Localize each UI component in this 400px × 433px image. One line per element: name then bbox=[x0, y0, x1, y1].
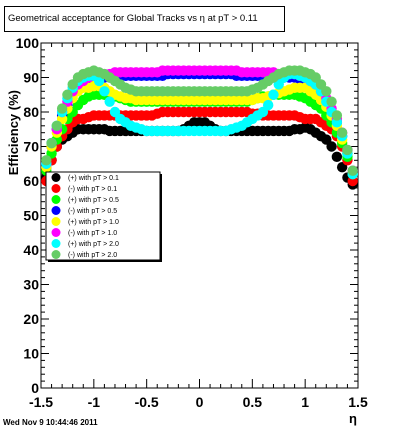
y-tick-label: 30 bbox=[23, 277, 39, 293]
data-point bbox=[46, 137, 57, 149]
x-tick-label: -1 bbox=[88, 394, 101, 410]
tick-labels: 0 10 20 30 40 50 60 70 80 90 100 -1.5 -1 -0.5 0 0.5 1 1.5 bbox=[16, 35, 368, 410]
legend-entry: (-) with pT > 0.5 bbox=[68, 208, 117, 215]
x-tick-label: -1.5 bbox=[29, 394, 53, 410]
legend-entry: (+) with pT > 0.1 bbox=[68, 175, 119, 182]
y-axis-title: Efficiency (%) bbox=[6, 90, 21, 175]
legend-marker bbox=[51, 184, 61, 193]
legend-marker bbox=[51, 206, 61, 215]
legend-entry: (-) with pT > 2.0 bbox=[68, 252, 117, 259]
x-tick-label: 1 bbox=[301, 394, 309, 410]
y-tick-label: 90 bbox=[23, 70, 39, 86]
legend-marker bbox=[51, 228, 61, 237]
legend-entry: (-) with pT > 0.1 bbox=[68, 186, 117, 193]
legend-entry: (-) with pT > 1.0 bbox=[68, 230, 117, 237]
legend-marker bbox=[51, 173, 61, 182]
y-tick-label: 60 bbox=[23, 173, 39, 189]
y-tick-label: 0 bbox=[31, 380, 39, 396]
data-point bbox=[336, 127, 348, 138]
timestamp: Wed Nov 9 10:44:46 2011 bbox=[3, 418, 98, 427]
data-point bbox=[331, 151, 343, 163]
x-tick-label: 0.5 bbox=[243, 394, 263, 410]
data-point bbox=[41, 155, 52, 166]
data-point bbox=[268, 89, 279, 100]
data-point bbox=[104, 96, 115, 107]
data-point bbox=[262, 99, 274, 111]
x-tick-label: 1.5 bbox=[348, 394, 368, 410]
y-tick-label: 70 bbox=[23, 139, 39, 155]
data-point bbox=[326, 96, 337, 107]
y-tick-label: 100 bbox=[16, 35, 40, 51]
data-point bbox=[331, 110, 343, 121]
data-points bbox=[41, 65, 358, 190]
legend-box bbox=[45, 171, 161, 261]
series-7 bbox=[41, 65, 358, 176]
y-tick-label: 80 bbox=[23, 104, 39, 120]
axis-ticks bbox=[40, 42, 359, 389]
chart-title: Geometrical acceptance for Global Tracks… bbox=[4, 6, 285, 32]
legend-marker bbox=[51, 195, 61, 204]
legend-entry: (+) with pT > 2.0 bbox=[68, 241, 119, 248]
legend-marker bbox=[51, 217, 61, 226]
x-tick-label: 0 bbox=[196, 394, 204, 410]
legend-entry: (+) with pT > 1.0 bbox=[68, 219, 119, 226]
y-tick-label: 40 bbox=[23, 242, 39, 258]
y-tick-label: 20 bbox=[23, 311, 39, 327]
data-point bbox=[342, 144, 353, 156]
y-tick-label: 50 bbox=[23, 208, 39, 224]
x-axis-title: η bbox=[349, 411, 357, 426]
legend-marker bbox=[51, 239, 61, 248]
data-point bbox=[56, 103, 68, 114]
legend: (+) with pT > 0.1 (-) with pT > 0.1 (+) wi… bbox=[45, 171, 162, 262]
legend-marker bbox=[51, 250, 61, 259]
data-point bbox=[347, 165, 358, 176]
data-point bbox=[51, 120, 63, 131]
data-point bbox=[326, 141, 337, 152]
data-point bbox=[99, 86, 110, 97]
legend-entry: (+) with pT > 0.5 bbox=[68, 197, 119, 204]
data-point bbox=[321, 86, 332, 97]
data-point bbox=[62, 89, 73, 100]
x-tick-label: -0.5 bbox=[135, 394, 159, 410]
y-tick-label: 10 bbox=[23, 346, 39, 362]
